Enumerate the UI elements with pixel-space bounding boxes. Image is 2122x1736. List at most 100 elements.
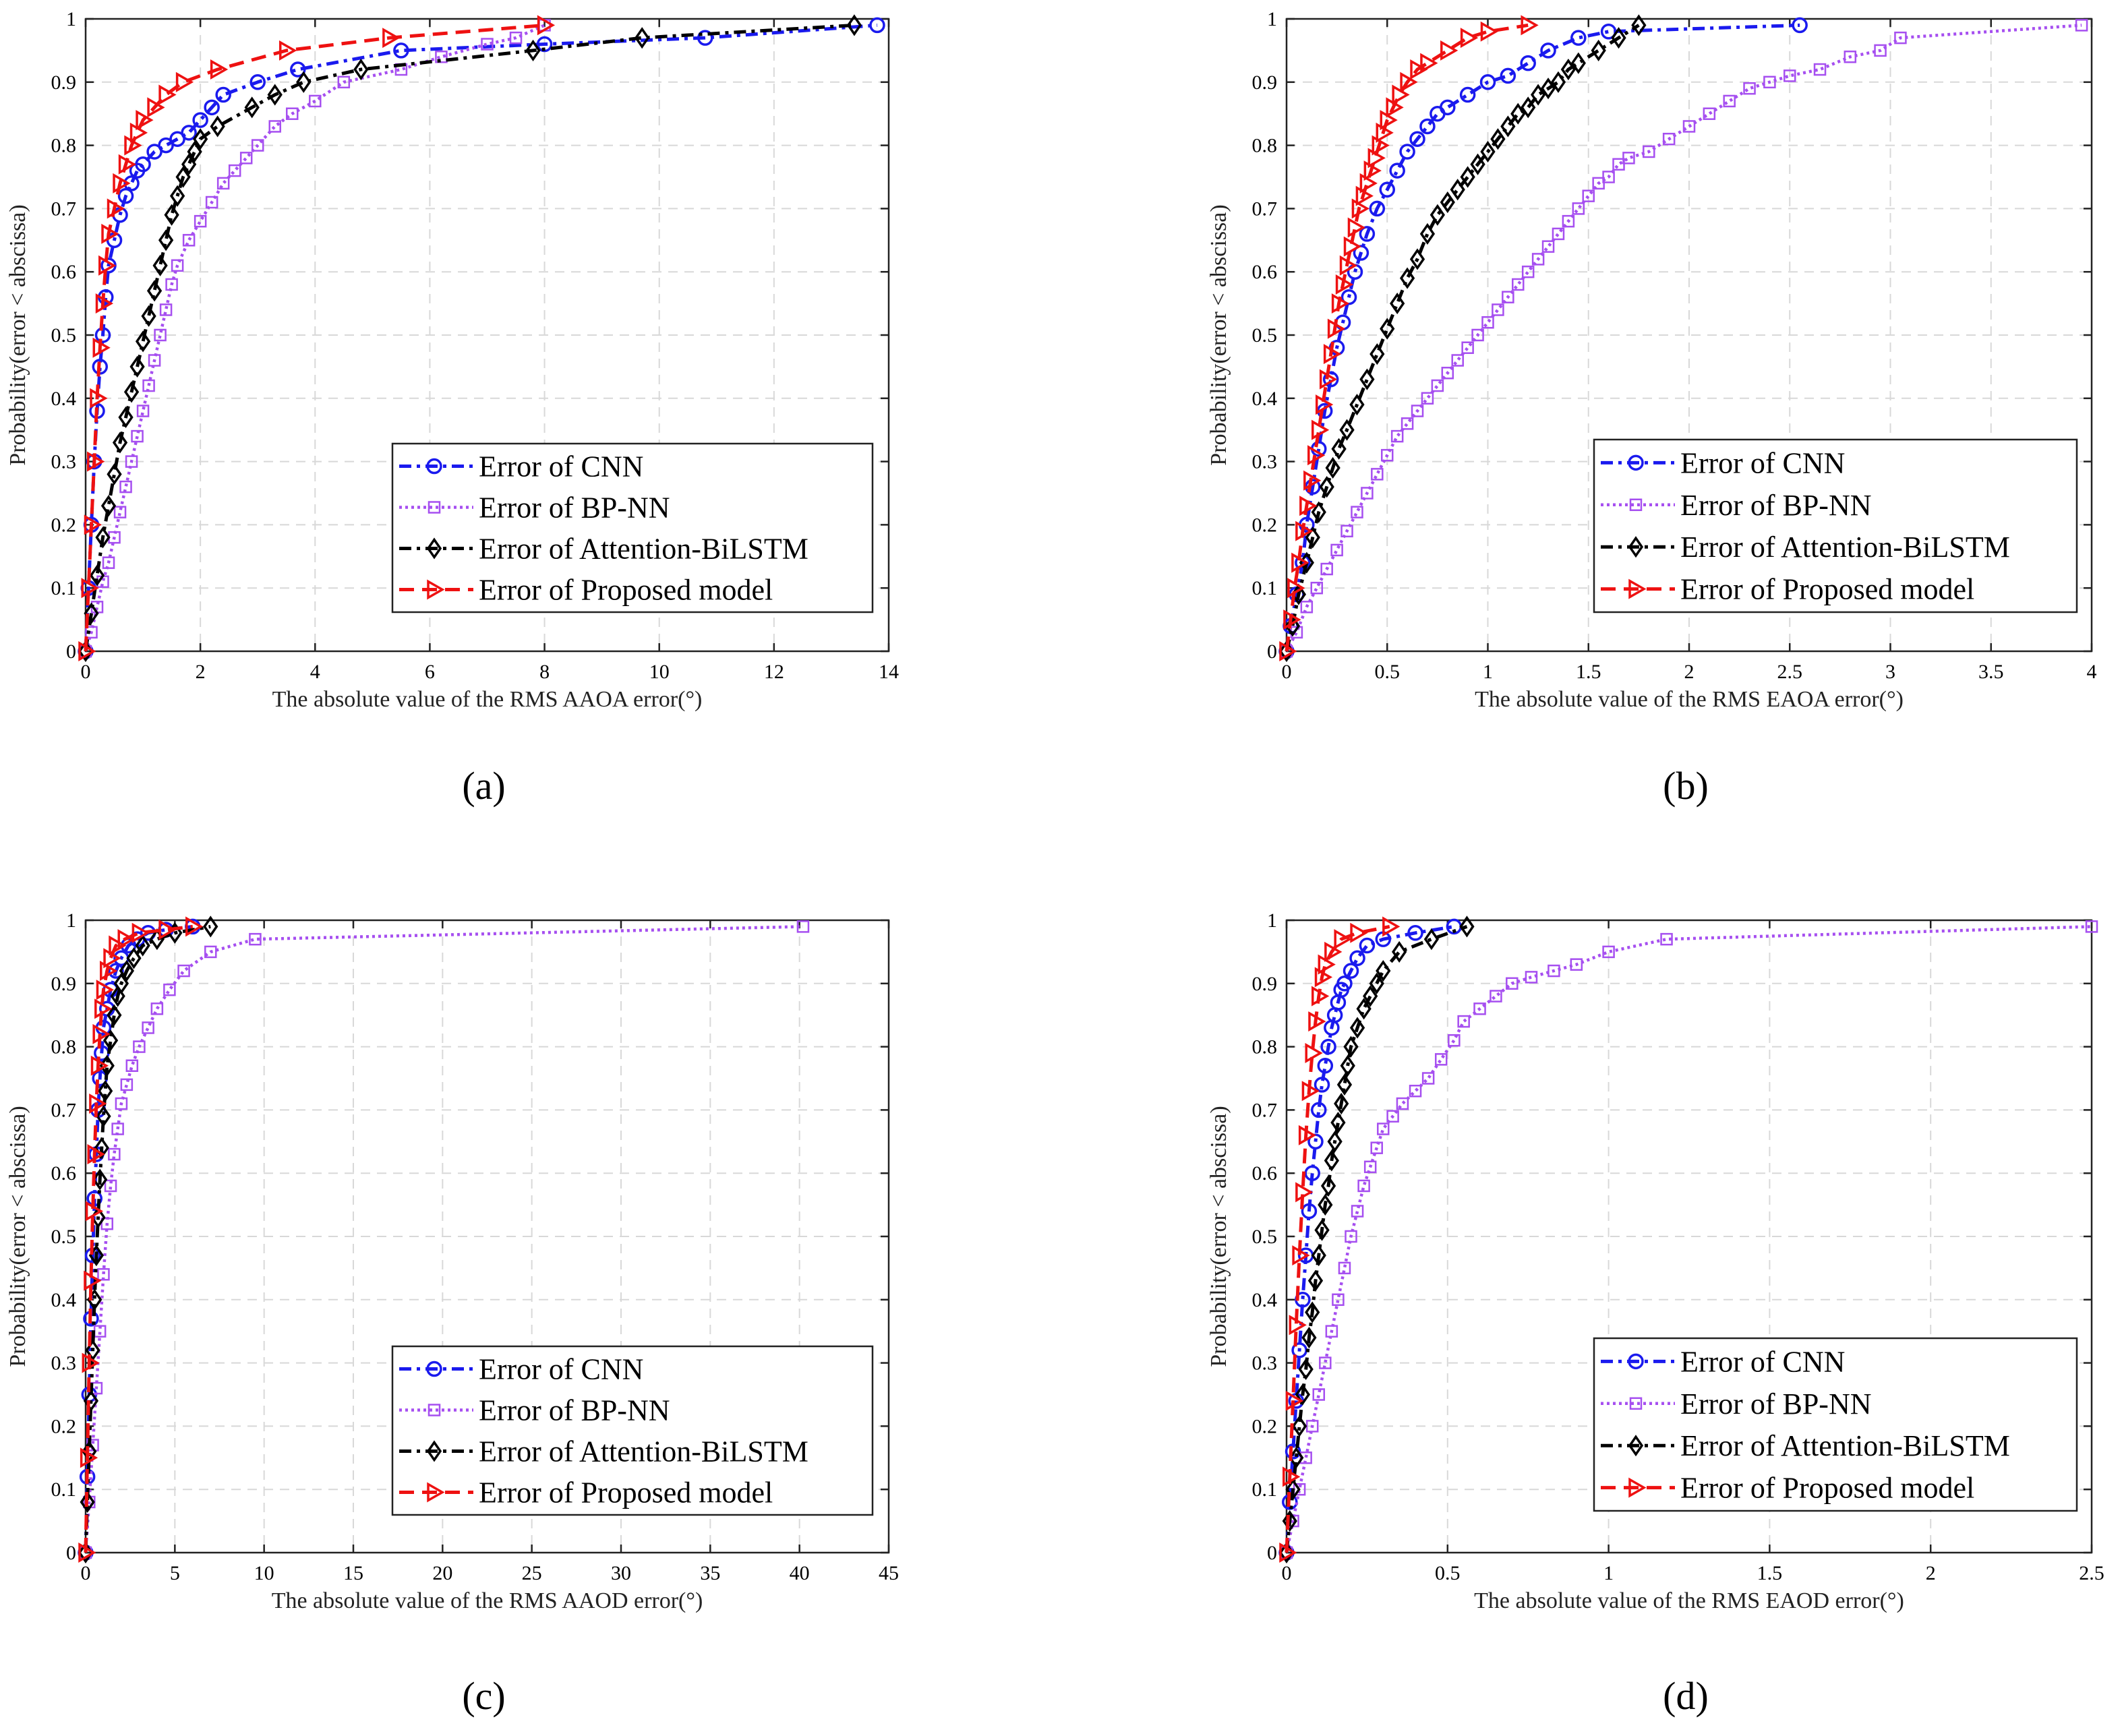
data-point-prop [78, 1542, 96, 1563]
data-point-prop [1460, 28, 1479, 49]
data-point-cnn [1353, 245, 1369, 261]
data-point-prop [100, 961, 118, 982]
data-point-att [1324, 1149, 1339, 1172]
data-point-bpnn [133, 1040, 146, 1053]
data-point-att [1490, 128, 1506, 150]
data-point-att [175, 166, 191, 188]
data-point-att [89, 564, 105, 587]
legend-marker-prop [1628, 578, 1647, 599]
data-point-prop [1363, 160, 1382, 181]
x-tick-label: 2.5 [1777, 661, 1803, 683]
data-point-att [92, 1168, 108, 1191]
y-tick-label: 0.5 [51, 324, 77, 347]
data-point-att [1305, 527, 1320, 549]
data-point-prop [1350, 922, 1368, 943]
data-point-bpnn [1784, 69, 1796, 82]
legend-box [1593, 438, 2078, 613]
data-point-att [1298, 1358, 1314, 1381]
x-tick-label: 0 [1282, 1562, 1292, 1584]
data-point-prop [1311, 419, 1330, 440]
legend-marker-bpnn [1629, 498, 1643, 512]
y-tick-label: 0.6 [51, 1162, 77, 1185]
data-point-cnn [108, 963, 124, 979]
data-point-prop [92, 1023, 111, 1044]
x-tick-label: 20 [432, 1562, 452, 1584]
data-point-att [83, 1389, 99, 1412]
data-point-prop [1319, 369, 1338, 390]
data-point-bpnn [113, 506, 127, 518]
data-point-cnn [1359, 226, 1376, 242]
data-point-cnn [1349, 950, 1365, 967]
data-point-bpnn [104, 1179, 117, 1193]
data-point-bpnn [1351, 1205, 1364, 1218]
x-tick-label: 3.5 [1978, 661, 2004, 683]
data-point-bpnn [1582, 189, 1595, 202]
data-point-bpnn [1813, 63, 1827, 76]
data-point-bpnn [205, 196, 218, 209]
data-point-att [1390, 293, 1405, 315]
data-point-cnn [1369, 200, 1386, 217]
series-line-bpnn [1285, 24, 2082, 653]
data-point-prop [1311, 986, 1330, 1007]
data-point-att [1399, 267, 1415, 289]
data-point-bpnn [435, 51, 448, 63]
data-point-bpnn [148, 354, 161, 367]
data-point-prop [84, 1270, 102, 1291]
data-point-prop [1324, 941, 1343, 962]
legend-marker-prop [427, 579, 445, 600]
y-tick-label: 0.2 [1252, 1415, 1278, 1437]
x-tick-label: 10 [649, 661, 670, 683]
data-point-att [267, 84, 283, 106]
data-point-prop [85, 1201, 104, 1222]
data-point-att [1369, 972, 1384, 994]
data-point-prop [382, 28, 401, 49]
data-point-cnn [1336, 976, 1353, 992]
data-point-bpnn [268, 120, 281, 133]
data-point-bpnn [1521, 265, 1535, 278]
data-point-att [1339, 419, 1355, 441]
x-tick-label: 4 [310, 661, 320, 683]
data-point-att [1301, 1327, 1317, 1349]
x-tick-label: 6 [425, 661, 435, 683]
data-point-bpnn [1473, 1002, 1486, 1015]
data-point-cnn [1389, 162, 1405, 179]
data-point-att [107, 463, 122, 485]
data-point-prop [1376, 122, 1394, 143]
data-point-bpnn [1345, 1230, 1357, 1243]
series-line-cnn [1285, 924, 1454, 1553]
y-tick-label: 1 [66, 909, 76, 932]
legend: Error of CNN Error of BP-NN Error of Atten… [1593, 438, 2078, 613]
data-point-cnn [1399, 144, 1415, 160]
data-point-att [1334, 1092, 1349, 1115]
data-point-prop [537, 15, 556, 36]
legend-label-prop: Error of Proposed model [1680, 1472, 1974, 1505]
data-point-att [1363, 985, 1378, 1007]
y-tick-label: 0 [1267, 640, 1277, 663]
data-point-prop [175, 71, 194, 92]
data-point-cnn [1570, 30, 1587, 46]
x-tick-label: 1.5 [1757, 1562, 1783, 1584]
data-point-bpnn [1894, 31, 1907, 44]
data-point-prop [1521, 15, 1539, 36]
data-point-bpnn [1552, 227, 1565, 241]
data-point-prop [1314, 967, 1333, 988]
y-tick-label: 0.3 [1252, 1352, 1278, 1375]
data-point-bpnn [251, 139, 264, 152]
y-tick-label: 0.6 [51, 261, 77, 283]
data-point-bpnn [1386, 1110, 1399, 1123]
data-point-bpnn [1300, 601, 1314, 613]
panel-caption: (d) [1663, 1674, 1709, 1718]
legend: Error of CNN Error of BP-NN Error of Atten… [391, 442, 874, 613]
y-tick-label: 0.2 [51, 514, 77, 536]
legend-marker-bpnn [428, 1404, 441, 1416]
x-tick-label: 45 [879, 1562, 899, 1584]
x-tick-label: 1 [1483, 661, 1493, 683]
x-tick-label: 12 [764, 661, 784, 683]
data-point-att [1336, 1073, 1353, 1096]
legend-marker-bpnn [1629, 1397, 1643, 1410]
x-tick-label: 15 [343, 1562, 363, 1584]
y-tick-label: 0.9 [1252, 71, 1278, 94]
data-point-bpnn [1541, 240, 1555, 253]
data-point-bpnn [1562, 214, 1575, 228]
data-point-bpnn [1660, 932, 1673, 946]
